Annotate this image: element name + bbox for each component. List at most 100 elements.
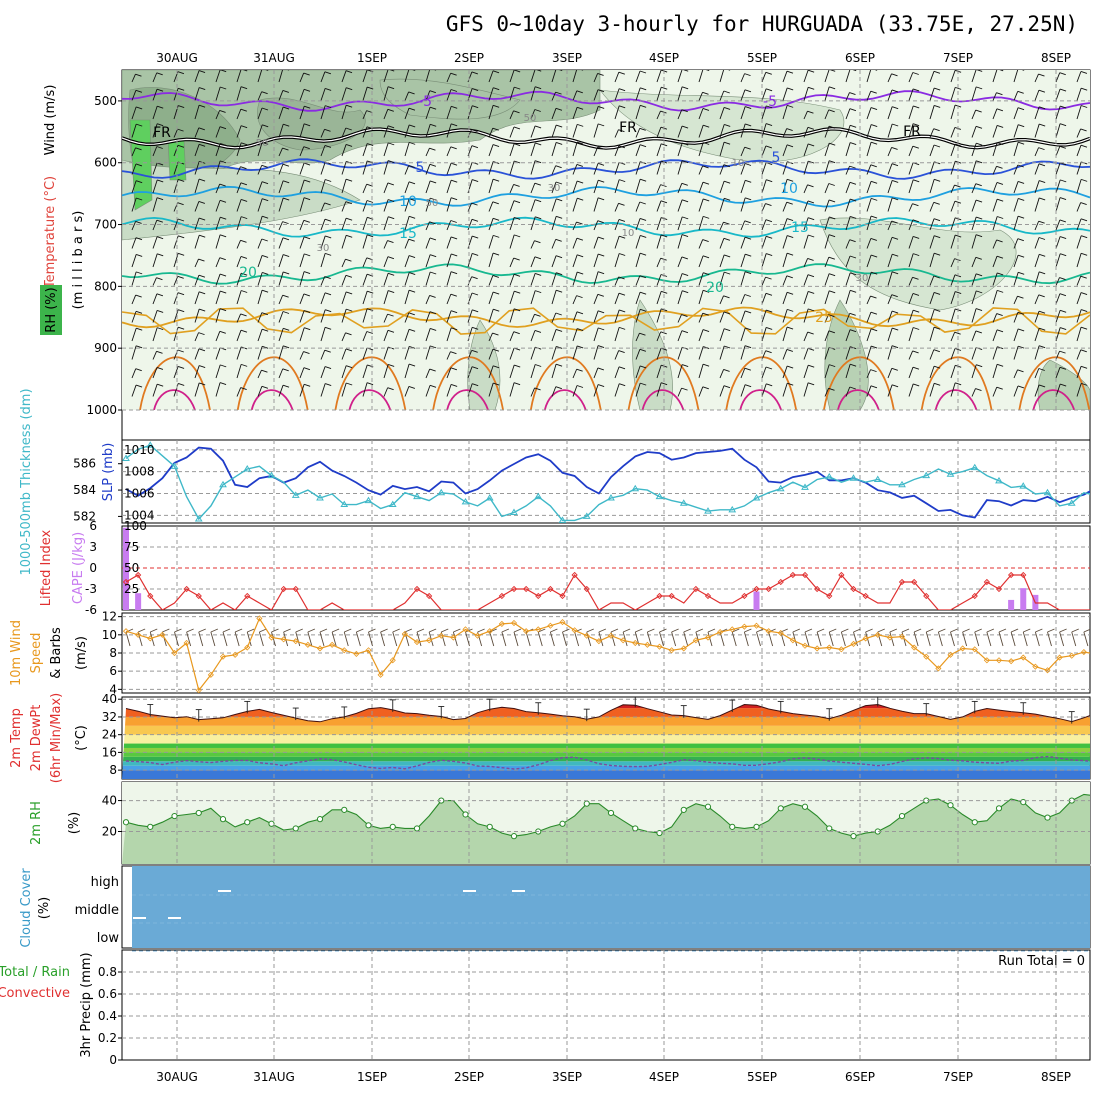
wind-barb — [929, 275, 935, 286]
lifted-marker — [741, 592, 748, 600]
wind-barb-flag — [535, 216, 542, 220]
wind-barb — [509, 331, 515, 342]
wind-barb — [719, 369, 725, 379]
wind-barb-flag — [261, 181, 269, 185]
wind-barb-flag — [555, 107, 563, 111]
wind-barb-flag — [534, 330, 542, 333]
wind-barb — [152, 351, 157, 360]
rh2m-marker — [292, 825, 299, 832]
wind-barb-flag — [325, 309, 332, 313]
wind-barb-flag — [220, 364, 227, 368]
lifted-marker — [413, 585, 421, 593]
lifted-marker — [559, 592, 566, 600]
wind-barb-flag — [157, 179, 164, 183]
wind-barb — [656, 308, 662, 323]
wind-barb-flag — [513, 126, 521, 130]
wind-barb-flag — [1059, 366, 1067, 370]
wind-barb-flag — [136, 271, 143, 275]
wind-barb-flag — [324, 366, 332, 369]
wind-barb — [845, 239, 851, 249]
wind-barb-flag — [765, 145, 773, 149]
wind-barb — [908, 383, 914, 397]
y-tick-label-right: 1010 — [124, 443, 155, 457]
wind-barb — [593, 345, 599, 360]
wind-barb-flag — [997, 272, 1004, 276]
wind-barb — [887, 220, 893, 231]
wind-barb-flag — [241, 216, 248, 220]
wind-barb — [1055, 367, 1061, 379]
wind-barb — [698, 108, 704, 120]
y-tick-label: 16 — [102, 745, 117, 759]
wind-barb — [1055, 88, 1061, 101]
wind-barb-flag — [829, 364, 836, 368]
wind-barb-flag — [681, 86, 689, 90]
wind10-barb-flag — [428, 628, 437, 633]
wind-barb-flag — [1081, 105, 1088, 108]
wind10-barb-flag — [416, 628, 425, 633]
lifted-marker — [898, 578, 906, 586]
wind-barb — [131, 106, 137, 120]
wind-barb-flag — [261, 238, 268, 242]
wind-barb — [1013, 216, 1019, 231]
wind10-barb — [549, 631, 555, 647]
wind-barb — [467, 253, 473, 268]
wind-barb — [551, 329, 557, 342]
wind-barb — [887, 163, 893, 175]
wind10-barb-flag — [707, 628, 716, 633]
wind10-barb-flag — [926, 628, 934, 633]
wind-barb-flag — [199, 87, 206, 90]
wind-barb — [572, 107, 578, 120]
wind-barb-flag — [429, 237, 437, 241]
cloud-left-labels: Cloud Cover (%) — [19, 868, 52, 948]
wind-barb-flag — [240, 166, 247, 170]
wind10-barb — [828, 631, 834, 647]
wind10-marker — [838, 646, 845, 653]
wind-barb-flag — [765, 350, 772, 354]
wind-barb-flag — [303, 219, 310, 223]
wind-barb-flag — [1060, 309, 1067, 313]
wind-barb — [446, 310, 452, 323]
wind-barb — [236, 240, 241, 249]
wind10-left-labels: 10m Wind Speed & Barbs (m/s) — [9, 620, 89, 686]
lifted-marker — [510, 585, 518, 593]
wind-barb-flag — [366, 200, 374, 203]
wind10-barb-flag — [513, 628, 522, 633]
wind-barb — [215, 160, 221, 175]
cape-tick-label: 25 — [124, 582, 139, 596]
wind-barb — [887, 106, 893, 120]
wind-barb — [299, 367, 305, 379]
cloud-units: (%) — [37, 897, 52, 920]
wind10-barb — [840, 631, 846, 647]
temp2m-units: (°C) — [74, 725, 89, 751]
wind-barb-flag — [702, 363, 710, 367]
wind-barb — [866, 70, 872, 83]
wind-barb-flag — [1017, 107, 1025, 111]
wind-barb-flag — [472, 326, 479, 330]
wind-barb — [1076, 128, 1082, 138]
wind-barb — [404, 346, 410, 360]
wind-barb — [1013, 124, 1019, 138]
wind-barb-flag — [156, 123, 164, 127]
wind10-speed-line — [125, 617, 1090, 692]
wind-barb — [782, 235, 788, 249]
wind-barb — [782, 309, 788, 323]
wind-barb-flag — [999, 70, 1004, 72]
wind-barb-flag — [576, 180, 584, 184]
wind-barb-flag — [492, 144, 500, 147]
wind-barb — [1013, 198, 1019, 212]
wind-barb-flag — [1081, 178, 1088, 182]
wind-barb-flag — [241, 142, 248, 146]
wind10-marker — [1094, 651, 1099, 656]
wind10-marker — [135, 631, 142, 638]
wind-barb-flag — [219, 183, 226, 187]
wind-barb — [677, 347, 683, 360]
wind-barb — [383, 313, 388, 323]
wind-barb-flag — [1017, 90, 1024, 94]
wind-barb-flag — [639, 275, 646, 279]
wind-barb — [509, 347, 515, 360]
wind-barb — [488, 144, 494, 157]
wind-barb — [719, 90, 725, 101]
wind-barb — [908, 145, 914, 157]
wind-barb — [194, 348, 200, 360]
